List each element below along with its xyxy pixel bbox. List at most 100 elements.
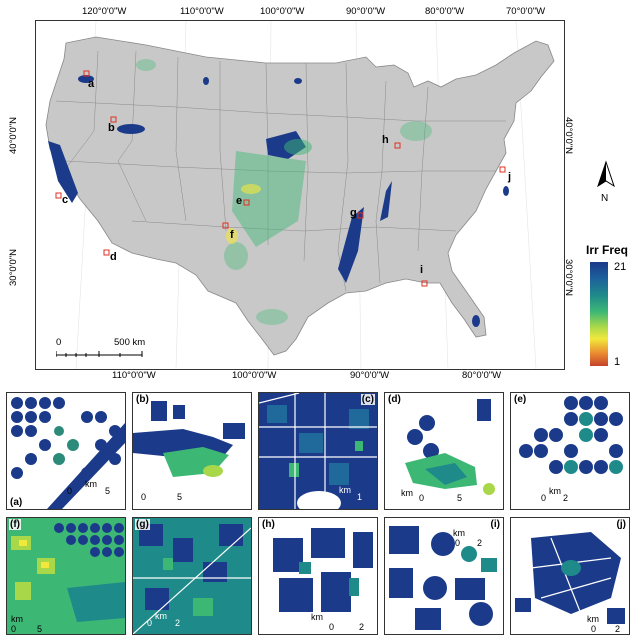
- panel-h: (h) km 0 2: [258, 517, 378, 635]
- panel-e-label: (e): [513, 394, 528, 405]
- scale-zero: 0: [56, 337, 62, 348]
- panel-j-scale-max: 2: [615, 624, 621, 634]
- site-label-i: i: [420, 264, 424, 276]
- irrigation-green-patches: [136, 59, 432, 325]
- site-label-j: j: [508, 171, 512, 183]
- conus-map: a b c d e f g h i j 0 500 km: [35, 20, 565, 370]
- panel-c-scale-max: 1: [357, 492, 363, 502]
- top-lon-label: 70°0'0"W: [506, 6, 546, 17]
- panel-d-scale-unit: km: [401, 488, 413, 498]
- top-lon-label: 110°0'0"W: [180, 6, 224, 17]
- top-lon-label: 100°0'0"W: [260, 6, 305, 17]
- panel-g-image: [133, 518, 251, 634]
- panel-f: (f) km 0 5: [6, 517, 126, 635]
- panel-d: (d) km 0 5: [384, 392, 504, 510]
- left-lat-label: 30°0'0"N: [7, 249, 19, 286]
- panel-a-scale-unit: km: [85, 479, 97, 489]
- panel-e: (e) 0 km 2: [510, 392, 630, 510]
- panel-b-scale-zero: 0: [141, 492, 147, 502]
- panel-h-scale-unit: km: [311, 612, 323, 622]
- panel-d-scale-zero: 0: [419, 493, 425, 503]
- bottom-lon-label: 90°0'0"W: [350, 370, 390, 381]
- panel-a-label: (a): [9, 497, 24, 508]
- top-lon-label: 120°0'0"W: [82, 6, 127, 17]
- panel-b: (b) 0 5: [132, 392, 252, 510]
- irrigation-patches: [48, 75, 509, 327]
- north-label: N: [601, 193, 609, 204]
- site-marker-d: [103, 249, 110, 256]
- panel-i-scale-zero: 0: [455, 538, 461, 548]
- bottom-lon-label: 110°0'0"W: [112, 370, 156, 381]
- panel-e-image: [511, 393, 629, 509]
- site-marker-b: [110, 116, 117, 123]
- panel-f-image: [7, 518, 125, 634]
- site-label-f: f: [230, 229, 234, 241]
- conus-map-svg: [45, 21, 555, 369]
- legend-colorbar: [590, 262, 608, 366]
- panel-c-scale-zero: 0: [325, 492, 331, 502]
- panel-j-scale-unit: km: [587, 614, 599, 624]
- left-lat-label: 40°0'0"N: [7, 117, 19, 154]
- panel-c-label: (c): [360, 394, 375, 405]
- panel-f-label: (f): [9, 519, 21, 530]
- panel-e-scale-zero: 0: [541, 493, 547, 503]
- panel-j-label: (j): [615, 519, 627, 530]
- site-marker-e: [243, 199, 250, 206]
- scale-distance: 500 km: [114, 337, 146, 348]
- panel-i-image: [385, 518, 503, 634]
- panel-a-scale-max: 5: [105, 486, 111, 496]
- panel-g-scale-unit: km: [155, 611, 167, 621]
- site-label-b: b: [108, 122, 115, 134]
- panel-g-label: (g): [135, 519, 150, 530]
- panel-f-scale-max: 5: [37, 624, 43, 634]
- panel-i: (i) km 0 2: [384, 517, 504, 635]
- bottom-lon-label: 100°0'0"W: [232, 370, 277, 381]
- panel-h-scale-max: 2: [359, 622, 365, 632]
- panel-b-image: [133, 393, 251, 509]
- irrigation-yellow-patches: [226, 184, 261, 244]
- panel-j: (j) km 0 2: [510, 517, 630, 635]
- panel-c: (c) 0 km 1: [258, 392, 378, 510]
- panel-i-scale-max: 2: [477, 538, 483, 548]
- site-label-c: c: [62, 194, 69, 206]
- site-marker-j: [499, 166, 506, 173]
- site-marker-c: [55, 192, 62, 199]
- panel-j-scale-zero: 0: [591, 624, 597, 634]
- panel-f-scale-unit: km: [11, 614, 23, 624]
- site-label-h: h: [382, 134, 389, 146]
- site-label-g: g: [350, 207, 357, 219]
- site-marker-h: [394, 142, 401, 149]
- panel-g-scale-zero: 0: [147, 618, 153, 628]
- legend-title: Irr Freq: [586, 243, 629, 257]
- panel-a: (a) 0 km 5: [6, 392, 126, 510]
- panel-i-label: (i): [489, 519, 501, 530]
- panel-j-image: [511, 518, 629, 634]
- site-marker-i: [421, 280, 428, 287]
- panel-i-scale-unit: km: [453, 528, 465, 538]
- site-marker-a: [83, 70, 90, 77]
- panel-g: (g) 0 km 2: [132, 517, 252, 635]
- site-marker-f: [222, 222, 229, 229]
- panel-g-scale-max: 2: [175, 618, 181, 628]
- legend-max: 21: [614, 261, 627, 273]
- panel-b-scale-max: 5: [177, 492, 183, 502]
- panel-e-scale-max: 2: [563, 493, 569, 503]
- site-label-e: e: [236, 195, 243, 207]
- panel-d-scale-max: 5: [457, 493, 463, 503]
- panel-a-scale-zero: 0: [67, 486, 73, 496]
- panel-d-image: [385, 393, 503, 509]
- panel-e-scale-unit: km: [549, 486, 561, 496]
- panel-d-label: (d): [387, 394, 402, 405]
- panel-h-scale-zero: 0: [329, 622, 335, 632]
- panel-c-scale-unit: km: [339, 485, 351, 495]
- panel-h-label: (h): [261, 519, 276, 530]
- panel-h-image: [259, 518, 377, 634]
- site-label-a: a: [88, 78, 95, 90]
- top-lon-label: 90°0'0"W: [346, 6, 386, 17]
- north-arrow-icon: [597, 160, 615, 188]
- panel-b-label: (b): [135, 394, 150, 405]
- panel-f-scale-zero: 0: [11, 624, 17, 634]
- panel-c-image: [259, 393, 377, 509]
- site-marker-g: [357, 212, 364, 219]
